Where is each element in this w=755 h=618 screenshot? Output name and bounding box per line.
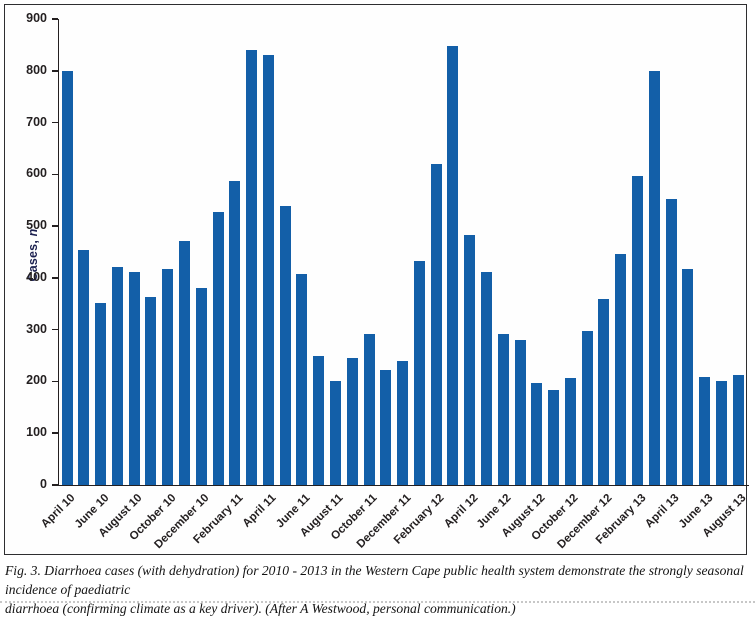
- bar-april-10: [62, 71, 73, 485]
- bar-january-13: [615, 254, 626, 485]
- y-tick-mark-600: [52, 174, 58, 176]
- bar-november-11: [380, 370, 391, 485]
- bar-march-12: [447, 46, 458, 485]
- y-tick-label-100: 100: [7, 425, 47, 439]
- bar-may-13: [682, 269, 693, 485]
- caption-line-1: Fig. 3. Diarrhoea cases (with dehydratio…: [5, 561, 753, 599]
- bar-may-12: [481, 272, 492, 485]
- bar-september-12: [548, 390, 559, 485]
- bar-july-11: [313, 356, 324, 485]
- bar-june-11: [296, 274, 307, 485]
- y-tick-label-200: 200: [7, 373, 47, 387]
- bar-january-11: [213, 212, 224, 485]
- bar-september-11: [347, 358, 358, 485]
- bar-december-10: [196, 288, 207, 485]
- y-tick-mark-300: [52, 329, 58, 331]
- y-tick-label-300: 300: [7, 322, 47, 336]
- bar-april-11: [263, 55, 274, 485]
- bar-december-12: [598, 299, 609, 485]
- y-tick-mark-900: [52, 18, 58, 20]
- y-tick-mark-200: [52, 381, 58, 383]
- bar-february-11: [229, 181, 240, 485]
- bar-january-12: [414, 261, 425, 485]
- bar-july-10: [112, 267, 123, 485]
- bar-february-13: [632, 176, 643, 485]
- bar-march-11: [246, 50, 257, 485]
- bar-august-12: [531, 383, 542, 486]
- y-tick-mark-500: [52, 225, 58, 227]
- bar-november-10: [179, 241, 190, 485]
- y-tick-label-600: 600: [7, 166, 47, 180]
- y-tick-mark-100: [52, 432, 58, 434]
- y-tick-mark-400: [52, 277, 58, 279]
- bar-july-13: [716, 381, 727, 485]
- bar-february-12: [431, 164, 442, 486]
- y-tick-label-700: 700: [7, 115, 47, 129]
- bottom-dotted-rule: [0, 601, 755, 603]
- bar-october-10: [162, 269, 173, 485]
- bar-july-12: [515, 340, 526, 485]
- figure-caption: Fig. 3. Diarrhoea cases (with dehydratio…: [5, 561, 753, 618]
- bar-april-13: [666, 199, 677, 485]
- bar-october-11: [364, 334, 375, 485]
- y-tick-label-900: 900: [7, 11, 47, 25]
- y-tick-mark-800: [52, 70, 58, 72]
- bar-december-11: [397, 361, 408, 485]
- bar-august-13: [733, 375, 744, 485]
- y-tick-mark-0: [52, 484, 58, 486]
- bar-june-13: [699, 377, 710, 485]
- bar-june-10: [95, 303, 106, 485]
- bar-august-11: [330, 381, 341, 485]
- bar-september-10: [145, 297, 156, 485]
- bar-october-12: [565, 378, 576, 485]
- bar-june-12: [498, 334, 509, 485]
- y-tick-label-500: 500: [7, 218, 47, 232]
- y-tick-label-0: 0: [7, 477, 47, 491]
- bar-may-11: [280, 206, 291, 485]
- bar-march-13: [649, 71, 660, 485]
- bar-may-10: [78, 250, 89, 485]
- bar-april-12: [464, 235, 475, 485]
- y-tick-mark-700: [52, 122, 58, 124]
- bar-november-12: [582, 331, 593, 485]
- y-tick-label-800: 800: [7, 63, 47, 77]
- y-tick-label-400: 400: [7, 270, 47, 284]
- y-axis-title: Cases, n: [26, 200, 40, 310]
- bar-august-10: [129, 272, 140, 485]
